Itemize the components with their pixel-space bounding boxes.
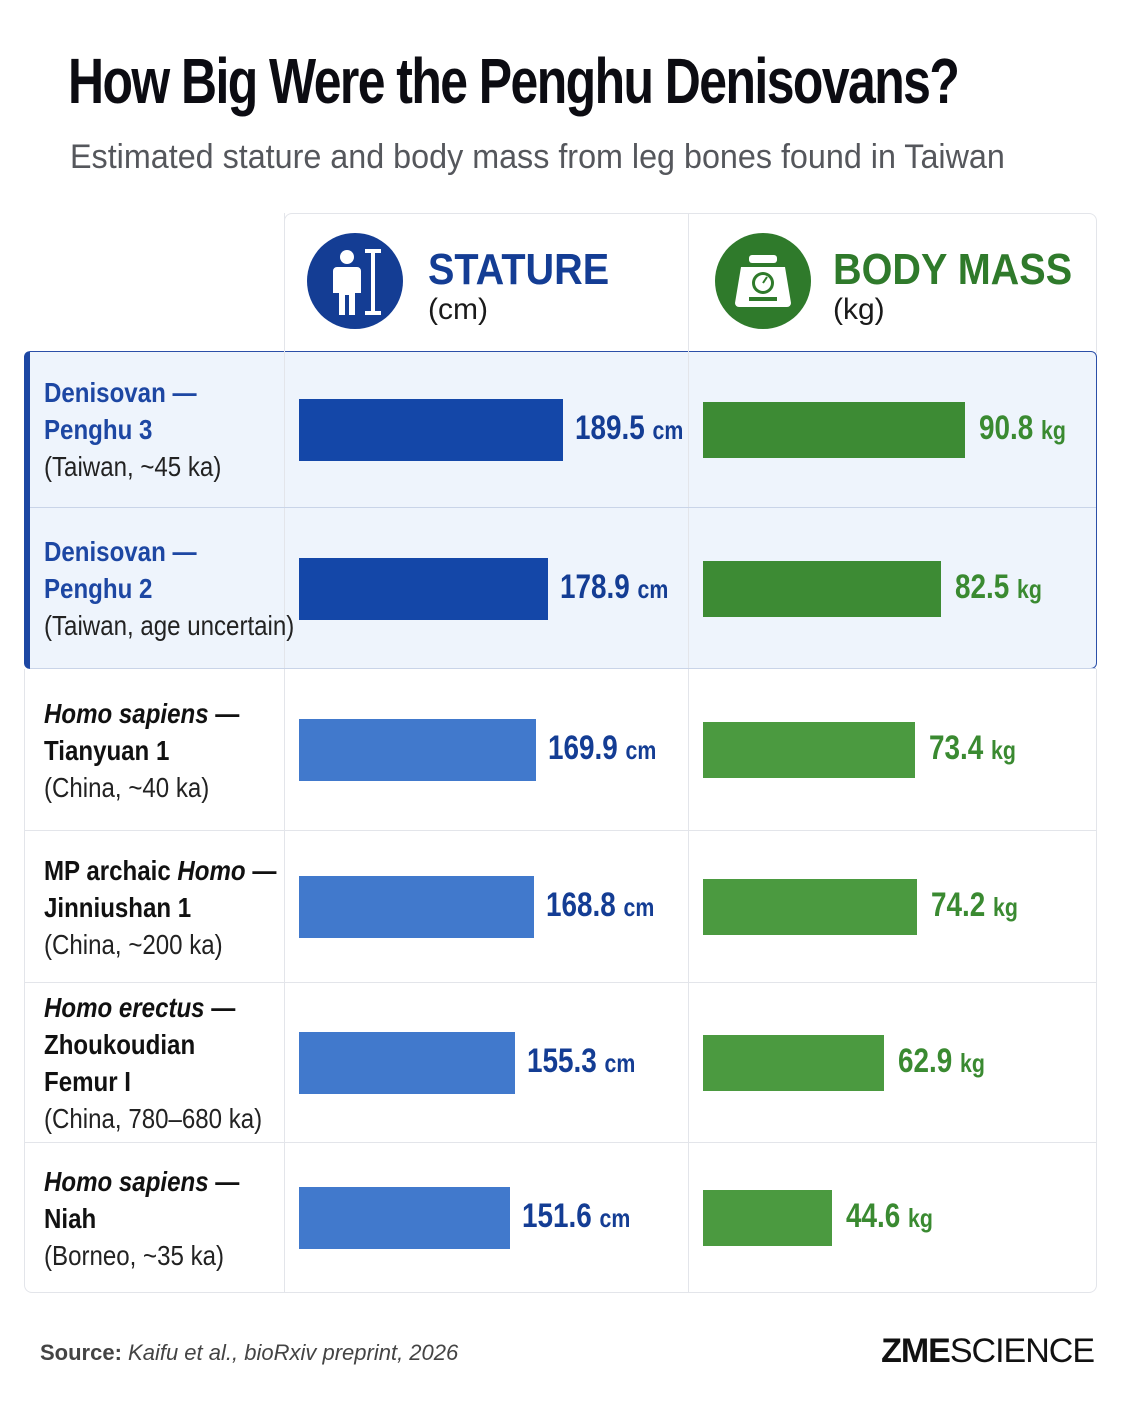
stature-unit: (cm)	[428, 293, 488, 326]
table-row: MP archaic Homo — Jinniushan 1 (China, ~20…	[24, 831, 1097, 983]
brand-rest: SCIENCE	[949, 1332, 1095, 1370]
chart-subtitle: Estimated stature and body mass from leg…	[70, 138, 1005, 176]
table-row: Homo sapiens — Niah (Borneo, ~35 ka) 151.6 …	[24, 1143, 1097, 1293]
table-row: Denisovan — Penghu 3 (Taiwan, ~45 ka) 189.5…	[30, 351, 1096, 508]
row-label-location: (Borneo, ~35 ka)	[44, 1240, 225, 1271]
header-frame	[284, 213, 1097, 353]
row-label: Homo sapiens — Tianyuan 1 (China, ~40 ka)	[44, 695, 250, 806]
mass-bar	[703, 1035, 884, 1091]
stature-value-label: 151.6 cm	[522, 1197, 631, 1235]
stature-bar	[299, 719, 536, 781]
row-label-name-cont: Femur I	[44, 1066, 131, 1097]
row-label-specimen: Denisovan —	[44, 377, 197, 408]
stature-value-label: 178.9 cm	[560, 568, 669, 606]
row-label: Denisovan — Penghu 3 (Taiwan, ~45 ka)	[44, 374, 250, 485]
row-label-name: Jinniushan 1	[44, 892, 192, 923]
source-text: Kaifu et al., bioRxiv preprint, 2026	[128, 1340, 459, 1365]
chart-title: How Big Were the Penghu Denisovans?	[68, 45, 960, 117]
stature-value-label: 168.8 cm	[546, 886, 655, 924]
stature-bar	[299, 558, 548, 620]
stature-title: STATURE	[428, 245, 610, 294]
row-label-name: Niah	[44, 1203, 97, 1234]
row-label-location: (Taiwan, ~45 ka)	[44, 451, 222, 482]
mass-bar	[703, 561, 941, 617]
mass-value-label: 73.4 kg	[929, 729, 1016, 767]
stature-header: STATURE (cm)	[285, 213, 689, 351]
stature-bar	[299, 399, 563, 461]
stature-value-label: 189.5 cm	[575, 409, 684, 447]
table-row: Homo sapiens — Tianyuan 1 (China, ~40 ka) 1…	[24, 669, 1097, 831]
table-row: Homo erectus — Zhoukoudian Femur I (China, …	[24, 983, 1097, 1143]
row-label-specimen: Homo sapiens —	[44, 1166, 240, 1197]
mass-header: BODY MASS (kg)	[689, 213, 1097, 351]
table-row: Denisovan — Penghu 2 (Taiwan, age uncertai…	[30, 508, 1096, 669]
row-label-location: (China, ~40 ka)	[44, 772, 210, 803]
row-label-name: Penghu 2	[44, 573, 153, 604]
row-label-specimen: Homo sapiens —	[44, 698, 240, 729]
stature-value-label: 155.3 cm	[527, 1042, 636, 1080]
row-label: Homo erectus — Zhoukoudian Femur I (China, …	[44, 989, 263, 1137]
row-label-specimen: MP archaic Homo —	[44, 855, 277, 886]
mass-bar	[703, 402, 965, 458]
divider-stature-mass	[688, 213, 689, 1293]
row-label-location: (China, 780–680 ka)	[44, 1103, 263, 1134]
mass-value-label: 44.6 kg	[846, 1197, 933, 1235]
brand-bold: ZME	[881, 1332, 951, 1370]
row-label-specimen: Denisovan —	[44, 536, 197, 567]
stature-bar	[299, 876, 534, 938]
stature-value-label: 169.9 cm	[548, 729, 657, 767]
row-label: Homo sapiens — Niah (Borneo, ~35 ka)	[44, 1163, 250, 1274]
row-label-name: Tianyuan 1	[44, 735, 170, 766]
row-label-location: (Taiwan, age uncertain)	[44, 610, 295, 641]
mass-value-label: 74.2 kg	[931, 886, 1018, 924]
row-label-specimen: Homo erectus —	[44, 992, 236, 1023]
mass-value-label: 62.9 kg	[898, 1042, 985, 1080]
person-height-icon	[307, 233, 403, 329]
row-label: MP archaic Homo — Jinniushan 1 (China, ~20…	[44, 852, 277, 963]
mass-bar	[703, 722, 915, 778]
mass-bar	[703, 1190, 832, 1246]
brand-logo: ZMESCIENCE	[881, 1332, 1095, 1371]
comparison-table: STATURE (cm) BODY MASS (kg) Denisovan — P…	[24, 213, 1097, 1293]
row-label: Denisovan — Penghu 2 (Taiwan, age uncertai…	[44, 533, 295, 644]
divider-label-stature	[284, 213, 285, 1293]
mass-unit: (kg)	[833, 293, 885, 326]
mass-value-label: 82.5 kg	[955, 568, 1042, 606]
mass-title: BODY MASS	[833, 245, 1073, 294]
stature-bar	[299, 1032, 515, 1094]
scale-icon	[715, 233, 811, 329]
body-frame	[24, 669, 1097, 1293]
row-label-name: Penghu 3	[44, 414, 153, 445]
mass-bar	[703, 879, 917, 935]
stature-bar	[299, 1187, 510, 1249]
source-note: Source: Kaifu et al., bioRxiv preprint, …	[40, 1340, 458, 1366]
source-label: Source:	[40, 1340, 122, 1365]
mass-value-label: 90.8 kg	[979, 409, 1066, 447]
row-label-location: (China, ~200 ka)	[44, 929, 223, 960]
row-label-name: Zhoukoudian	[44, 1029, 196, 1060]
